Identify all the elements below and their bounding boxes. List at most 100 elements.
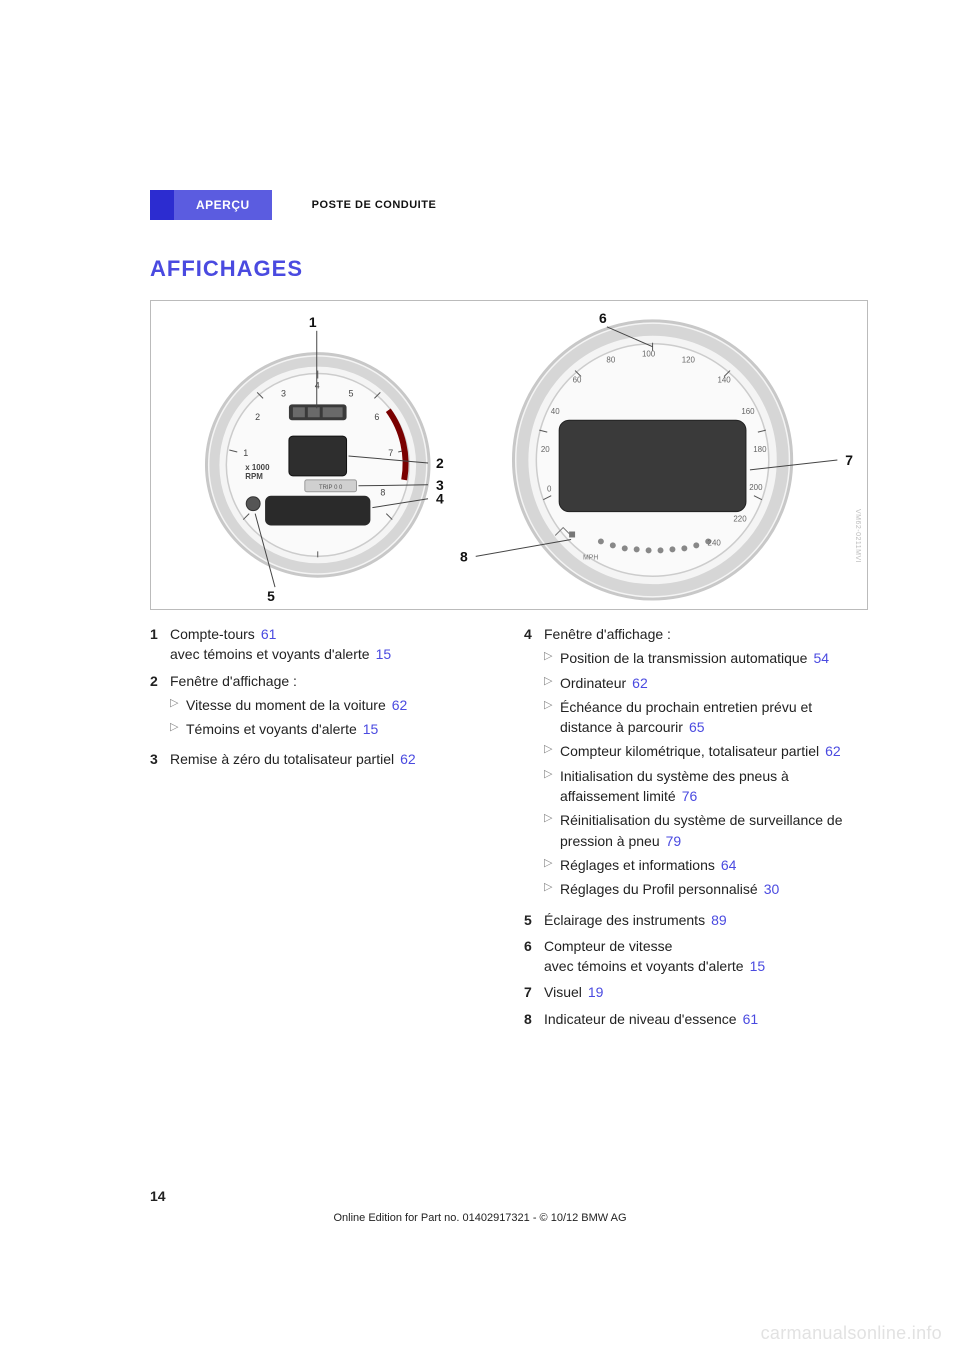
legend-line: avec témoins et voyants d'alerte 15 [170,644,494,664]
legend-line: Compte-tours 61 [170,624,494,644]
svg-text:5: 5 [349,388,354,398]
svg-text:60: 60 [573,375,582,384]
page-ref[interactable]: 76 [682,788,698,804]
triangle-bullet-icon: ▷ [544,855,560,875]
svg-text:MPH: MPH [583,554,598,561]
legend-line: Fenêtre d'affichage : [170,671,494,691]
legend-item-body: Fenêtre d'affichage :▷Position de la tra… [544,624,868,904]
legend-sub: ▷Réglages et informations64 [544,855,868,875]
page-ref[interactable]: 62 [825,743,841,759]
svg-text:240: 240 [708,538,722,547]
svg-text:4: 4 [315,380,320,390]
figure-code: VM62-0211MVI [854,509,861,563]
svg-text:80: 80 [606,356,615,365]
legend-item-number: 1 [150,624,170,665]
legend-text: Compteur de vitesse [544,938,672,954]
legend-sub-text: Réinitialisation du système de surveilla… [560,810,868,851]
legend-text: Remise à zéro du totalisateur partiel [170,751,394,767]
section-tab-label: APERÇU [196,198,250,212]
page-ref[interactable]: 79 [666,833,682,849]
legend-line: Visuel 19 [544,982,868,1002]
callout-6: 6 [599,310,607,326]
triangle-bullet-icon: ▷ [544,697,560,738]
svg-text:120: 120 [682,356,696,365]
page-title: AFFICHAGES [150,256,868,282]
svg-text:160: 160 [741,407,755,416]
legend-sub: ▷Compteur kilométrique, totalisateur par… [544,741,868,761]
page-ref[interactable]: 15 [750,958,766,974]
legend-text: avec témoins et voyants d'alerte [170,646,370,662]
legend-sub: ▷Témoins et voyants d'alerte15 [170,719,494,739]
triangle-bullet-icon: ▷ [544,648,560,668]
legend-sub: ▷Réinitialisation du système de surveill… [544,810,868,851]
legend-sub-text: Réglages et informations64 [560,855,736,875]
legend-sub-text: Initialisation du système des pneus à af… [560,766,868,807]
legend-text: Visuel [544,984,582,1000]
svg-text:40: 40 [551,407,560,416]
page-ref[interactable]: 62 [632,675,648,691]
triangle-bullet-icon: ▷ [544,741,560,761]
legend-line: Compteur de vitesse [544,936,868,956]
legend-sub: ▷Réglages du Profil personnalisé30 [544,879,868,899]
legend-sub-text: Compteur kilométrique, totalisateur part… [560,741,841,761]
legend-sub: ▷Vitesse du moment de la voiture62 [170,695,494,715]
legend-line: avec témoins et voyants d'alerte 15 [544,956,868,976]
legend-line: Fenêtre d'affichage : [544,624,868,644]
legend-sub-text: Position de la transmission automatique5… [560,648,829,668]
svg-text:x 1000: x 1000 [245,463,270,472]
legend-item-number: 4 [524,624,544,904]
legend-text: Éclairage des instruments [544,912,705,928]
legend-item: 5Éclairage des instruments89 [524,910,868,930]
legend-sub: ▷Ordinateur62 [544,673,868,693]
page-ref[interactable]: 19 [588,984,604,1000]
svg-text:220: 220 [733,515,747,524]
svg-text:180: 180 [753,445,767,454]
page-ref[interactable]: 62 [392,697,408,713]
legend-item-number: 2 [150,671,170,744]
svg-text:20: 20 [541,445,550,454]
legend-right-col: 4Fenêtre d'affichage :▷Position de la tr… [524,624,868,1035]
page-header: APERÇU POSTE DE CONDUITE [150,190,868,220]
legend-sub-text: Vitesse du moment de la voiture62 [186,695,407,715]
svg-text:100: 100 [642,350,656,359]
legend-sub-text: Témoins et voyants d'alerte15 [186,719,378,739]
legend-sub-text: Réglages du Profil personnalisé30 [560,879,779,899]
svg-text:7: 7 [388,448,393,458]
svg-text:8: 8 [380,488,385,498]
legend-item-number: 8 [524,1009,544,1029]
legend-item: 7Visuel 19 [524,982,868,1002]
legend-item: 8Indicateur de niveau d'essence61 [524,1009,868,1029]
callout-1: 1 [309,314,317,330]
page-ref[interactable]: 62 [400,751,416,767]
legend-item-number: 6 [524,936,544,977]
page-ref[interactable]: 65 [689,719,705,735]
callout-4: 4 [436,491,444,507]
legend-sub: ▷Position de la transmission automatique… [544,648,868,668]
page-ref[interactable]: 15 [376,646,392,662]
legend-item-body: Compte-tours 61 avec témoins et voyants d'… [170,624,494,665]
page-ref[interactable]: 61 [261,626,277,642]
page-ref[interactable]: 89 [711,912,727,928]
callout-2: 2 [436,455,444,471]
legend-text: Fenêtre d'affichage : [544,626,671,642]
page-ref[interactable]: 64 [721,857,737,873]
page-ref[interactable]: 15 [363,721,379,737]
legend-item-body: Visuel 19 [544,982,868,1002]
legend-item: 2Fenêtre d'affichage : ▷Vitesse du moment… [150,671,494,744]
subsection-label: POSTE DE CONDUITE [312,199,437,211]
legend-line: Éclairage des instruments 89 [544,910,868,930]
legend-item: 6Compteur de vitesse avec témoins et voya… [524,936,868,977]
triangle-bullet-icon: ▷ [544,810,560,851]
legend-left-col: 1Compte-tours 61 avec témoins et voyants d… [150,624,494,1035]
svg-text:1: 1 [243,448,248,458]
footer-text: Online Edition for Part no. 01402917321 … [0,1212,960,1224]
legend-text: avec témoins et voyants d'alerte [544,958,744,974]
page-ref[interactable]: 54 [813,650,829,666]
page-ref[interactable]: 30 [764,881,780,897]
legend-sub: ▷Échéance du prochain entretien prévu et… [544,697,868,738]
legend-item-number: 7 [524,982,544,1002]
tachometer-gauge: TRIP 0 0 x 1000 RPM 2 3 4 5 6 7 8 1 [206,354,429,577]
legend-text: Compte-tours [170,626,255,642]
page-ref[interactable]: 61 [743,1011,759,1027]
svg-text:2: 2 [255,412,260,422]
